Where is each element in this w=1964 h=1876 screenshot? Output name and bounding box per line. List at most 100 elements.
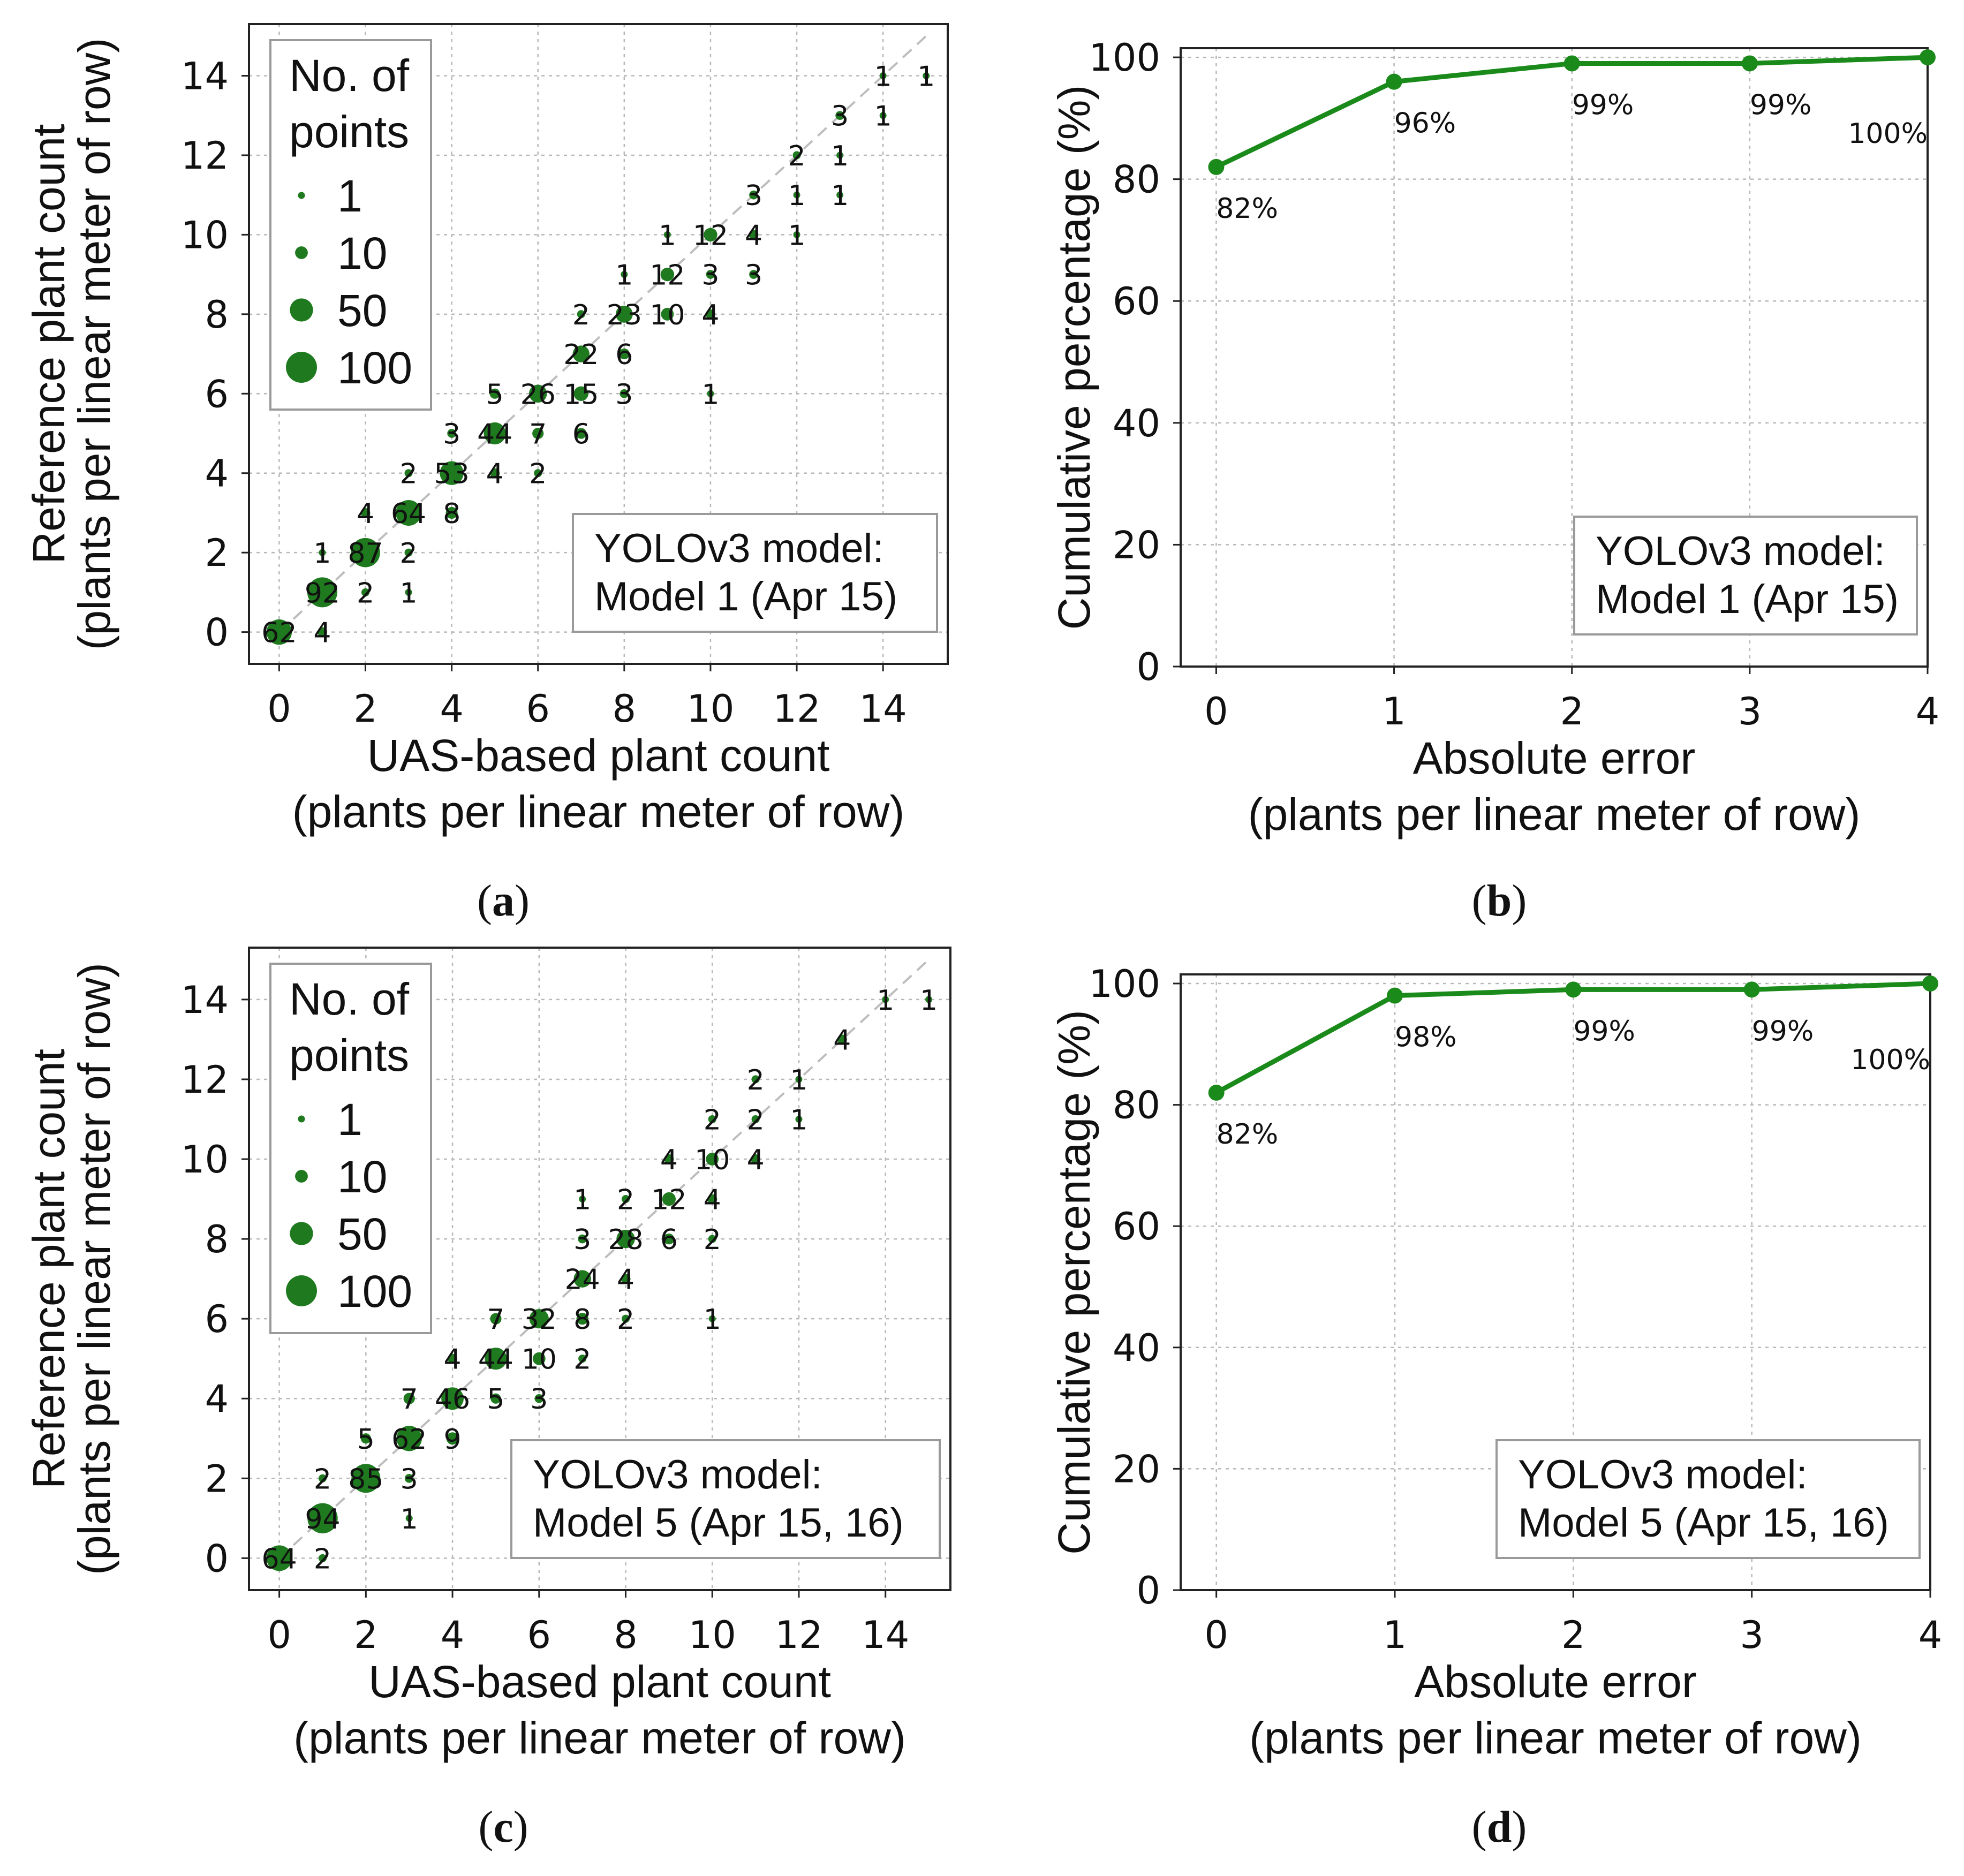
point-count-label: 2 <box>617 1184 634 1216</box>
data-point <box>534 469 542 478</box>
legend-title: points <box>289 1030 409 1080</box>
y-axis-subtitle: (plants per linear meter of row) <box>69 38 119 650</box>
data-point <box>660 267 675 282</box>
series-point <box>1387 987 1403 1004</box>
point-count-label: 1 <box>313 538 331 570</box>
x-tick-label: 4 <box>441 1613 465 1657</box>
data-point <box>705 309 715 319</box>
point-count-label: 6 <box>572 419 590 451</box>
point-count-label: 2 <box>529 458 547 490</box>
data-point <box>490 1313 502 1325</box>
data-point <box>836 152 844 159</box>
value-label: 100% <box>1850 1044 1930 1076</box>
point-count-label: 5 <box>357 1424 375 1456</box>
legend-marker <box>286 352 317 383</box>
annotation-line: Model 1 (Apr 15) <box>1596 577 1899 622</box>
point-count-label: 2 <box>314 1463 331 1495</box>
series-point <box>1208 158 1225 175</box>
value-label: 99% <box>1573 1015 1635 1047</box>
x-axis-title: Absolute error <box>1414 1656 1697 1707</box>
value-label: 82% <box>1217 1118 1279 1151</box>
y-tick-label: 20 <box>1113 1447 1160 1491</box>
legend-marker <box>298 1115 305 1123</box>
point-count-label: 2 <box>704 1104 721 1136</box>
legend-marker <box>290 1222 313 1245</box>
data-point <box>578 1355 587 1363</box>
point-count-label: 3 <box>701 260 719 292</box>
legend-marker <box>290 298 313 322</box>
data-point <box>576 428 587 439</box>
y-tick-label: 6 <box>205 1297 229 1341</box>
point-count-label: 4 <box>704 1184 721 1216</box>
data-point <box>795 1076 803 1083</box>
data-point <box>751 1154 761 1164</box>
data-point <box>405 588 412 596</box>
point-count-label: 4 <box>745 220 762 252</box>
data-point <box>751 1115 760 1124</box>
data-point <box>621 271 628 278</box>
point-count-label: 10 <box>694 1144 730 1176</box>
annotation-box <box>572 513 938 633</box>
data-point <box>266 1545 292 1571</box>
y-tick-label: 0 <box>205 1537 229 1580</box>
size-legend: No. of points 1 10 50 100 <box>269 963 432 1334</box>
data-point <box>835 111 844 120</box>
data-point <box>837 1034 847 1045</box>
series-point <box>1741 55 1758 72</box>
data-point <box>661 307 674 321</box>
x-tick-label: 6 <box>526 687 550 731</box>
data-point <box>445 506 458 519</box>
data-point <box>707 1194 717 1204</box>
value-label: 100% <box>1848 118 1928 150</box>
point-count-label: 1 <box>788 220 806 252</box>
point-count-label: 10 <box>649 299 685 331</box>
y-tick-label: 60 <box>1113 1205 1160 1249</box>
data-point <box>351 1464 381 1493</box>
legend-title: No. of <box>289 974 410 1024</box>
data-point <box>307 1503 338 1534</box>
data-point <box>266 619 292 645</box>
y-axis-title: Reference plant count <box>24 1049 74 1489</box>
y-tick-label: 40 <box>1113 1326 1160 1370</box>
y-tick-label: 10 <box>181 1138 229 1182</box>
plot-area-frame <box>1180 973 1931 1591</box>
x-tick-label: 8 <box>614 1613 638 1657</box>
point-count-label: 3 <box>745 260 762 292</box>
data-point <box>621 1195 630 1204</box>
legend-box <box>269 963 432 1334</box>
data-point <box>664 1154 674 1164</box>
point-count-label: 2 <box>747 1104 765 1136</box>
point-count-label: 12 <box>651 1184 686 1216</box>
point-count-label: 4 <box>486 458 504 490</box>
y-axis-subtitle: (plants per linear meter of row) <box>69 963 119 1575</box>
point-count-label: 1 <box>615 260 633 292</box>
panel-label: (c) <box>478 1802 528 1852</box>
point-count-label: 44 <box>478 1344 513 1376</box>
point-count-label: 64 <box>391 498 426 530</box>
y-tick-label: 60 <box>1113 279 1160 323</box>
y-tick-label: 12 <box>181 134 229 178</box>
x-tick-label: 2 <box>354 1613 378 1657</box>
y-axis-title: Reference plant count <box>24 124 74 564</box>
point-count-label: 1 <box>788 180 806 212</box>
y-tick-label: 80 <box>1113 158 1160 202</box>
data-point <box>318 1554 327 1562</box>
legend-marker <box>298 192 305 199</box>
point-count-label: 62 <box>261 617 297 649</box>
data-point <box>307 577 337 608</box>
data-point <box>396 1426 422 1451</box>
value-label: 99% <box>1750 89 1812 121</box>
x-tick-label: 1 <box>1383 1613 1407 1657</box>
x-tick-label: 8 <box>613 687 637 731</box>
data-point <box>706 270 715 279</box>
data-point <box>485 1348 507 1370</box>
x-axis-title: UAS-based plant count <box>367 730 830 781</box>
data-point <box>882 996 889 1003</box>
x-tick-label: 12 <box>773 687 821 731</box>
point-count-label: 1 <box>874 101 892 133</box>
point-count-label: 5 <box>486 379 504 411</box>
data-point <box>704 228 717 242</box>
data-point <box>879 112 887 119</box>
data-point <box>708 1315 716 1322</box>
